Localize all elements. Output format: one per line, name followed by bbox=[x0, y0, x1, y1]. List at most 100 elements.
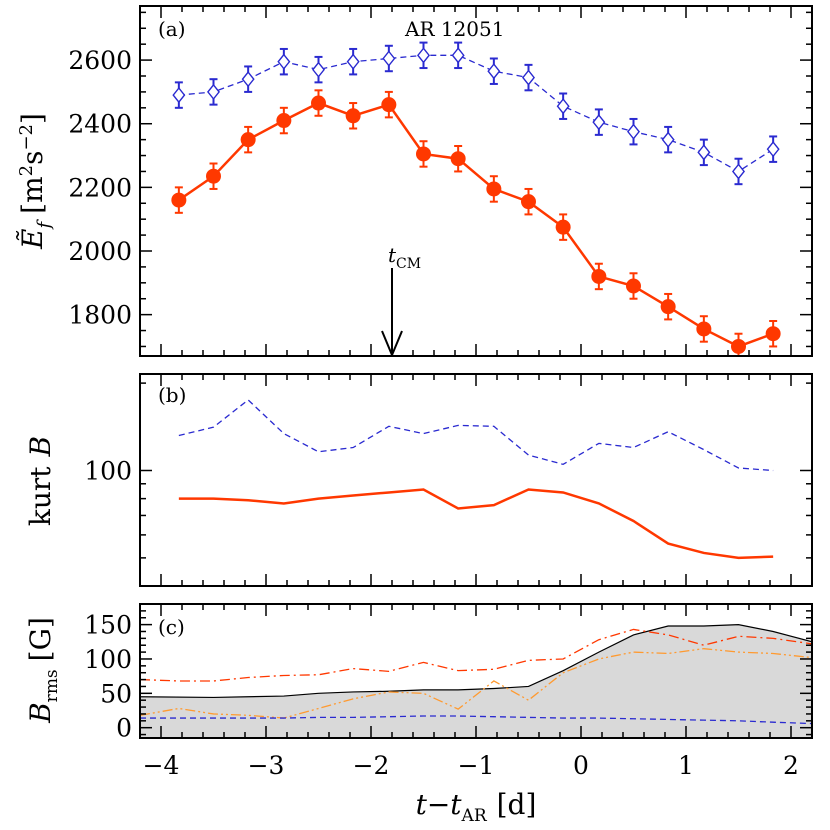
data-point bbox=[277, 53, 291, 70]
panel-c-ylabel: Brms [G] bbox=[24, 617, 62, 724]
panel-c-plot-area bbox=[140, 624, 812, 738]
series-line-1 bbox=[178, 101, 774, 348]
data-point bbox=[172, 86, 186, 104]
panel-a-frame bbox=[139, 5, 813, 357]
y-tick-label: 0 bbox=[116, 714, 132, 743]
x-axis-label-units: [d] bbox=[497, 788, 537, 821]
y-tick-label: 2000 bbox=[68, 237, 132, 266]
panel-b-series bbox=[178, 399, 774, 560]
y-tick-label: 100 bbox=[84, 456, 132, 485]
y-tick-label: 100 bbox=[84, 645, 132, 674]
series-line-1 bbox=[140, 628, 812, 682]
data-point bbox=[765, 326, 781, 342]
data-point bbox=[556, 98, 570, 115]
data-point bbox=[416, 146, 431, 162]
panel-b-ylabel-var: B bbox=[24, 436, 57, 458]
data-point bbox=[522, 69, 535, 86]
data-point bbox=[627, 123, 640, 140]
panel-b-ylabel-main: kurt bbox=[24, 466, 57, 526]
data-point bbox=[312, 61, 325, 78]
series-area-fill bbox=[140, 624, 812, 738]
series-line-1 bbox=[178, 488, 774, 560]
data-point bbox=[486, 181, 502, 197]
panel-c-ticks: 0 50 100 150 −4 −3 −2 −1 0 1 2 bbox=[84, 603, 813, 780]
panel-c-ylabel-sub: rms bbox=[42, 669, 62, 702]
panel-a-ylabel-mid: s bbox=[16, 151, 49, 165]
data-point bbox=[276, 113, 292, 129]
x-axis-label: t−tAR [d] bbox=[416, 788, 537, 826]
panel-a-ticks: 1800 2000 2200 2400 2600 bbox=[68, 6, 813, 356]
y-tick-label: 2600 bbox=[68, 46, 132, 75]
x-tick-label: −1 bbox=[458, 751, 495, 780]
data-point bbox=[381, 97, 397, 113]
x-axis-label-main: t−t bbox=[416, 788, 463, 821]
panel-c: 0 50 100 150 −4 −3 −2 −1 0 1 2 (c) Brms [G] t−tAR [d… bbox=[24, 603, 813, 826]
panel-a: 1800 2000 2200 2400 2600 (a) AR 12051 tCM Ẽf… bbox=[16, 5, 813, 357]
data-point bbox=[591, 268, 607, 284]
data-point bbox=[241, 71, 255, 88]
panel-c-tag: (c) bbox=[158, 615, 185, 639]
panel-b-plot-area bbox=[178, 399, 774, 560]
data-point bbox=[732, 163, 745, 180]
panel-b: 100 (b) kurt B bbox=[24, 373, 813, 587]
data-point bbox=[661, 131, 675, 148]
data-point bbox=[345, 108, 361, 124]
data-point bbox=[417, 47, 430, 64]
panel-c-ylabel-units: [G] bbox=[24, 617, 57, 661]
panel-a-ylabel-sup1: 2 bbox=[16, 165, 37, 176]
x-tick-label: 1 bbox=[678, 751, 694, 780]
panel-b-ylabel: kurt B bbox=[24, 436, 57, 526]
cm-marker-arrow bbox=[381, 268, 403, 356]
panel-b-ticks: 100 bbox=[84, 374, 813, 587]
y-tick-label: 2400 bbox=[68, 110, 132, 139]
data-point bbox=[346, 53, 360, 70]
data-point bbox=[696, 321, 712, 337]
data-point bbox=[171, 192, 187, 208]
panel-c-ylabel-var: B bbox=[24, 702, 57, 724]
series-area-edge bbox=[140, 624, 812, 699]
data-point bbox=[207, 83, 220, 101]
data-point bbox=[311, 95, 326, 111]
data-point bbox=[592, 114, 606, 131]
panel-a-plot-area bbox=[171, 41, 781, 356]
panel-a-series bbox=[171, 41, 781, 356]
x-tick-label: −2 bbox=[353, 751, 390, 780]
panel-a-ylabel-sup2: −2 bbox=[16, 124, 37, 151]
y-tick-label: 150 bbox=[84, 611, 132, 640]
data-point bbox=[206, 168, 221, 184]
panel-b-tag: (b) bbox=[158, 383, 186, 407]
panel-c-series bbox=[140, 624, 812, 738]
series-line-2 bbox=[140, 648, 812, 719]
cm-marker-label-main: t bbox=[388, 243, 397, 267]
y-tick-label: 2200 bbox=[68, 173, 132, 202]
panel-a-tag: (a) bbox=[158, 17, 186, 41]
x-tick-label: 2 bbox=[783, 751, 799, 780]
panel-a-ylabel-units: [m bbox=[16, 176, 49, 213]
data-point bbox=[626, 278, 641, 294]
cm-marker-label: tCM bbox=[388, 243, 421, 272]
data-point bbox=[521, 194, 536, 210]
panel-a-ylabel-end: ] bbox=[16, 113, 49, 124]
data-point bbox=[660, 299, 676, 315]
data-point bbox=[450, 151, 466, 167]
panel-a-ylabel-var: Ẽ bbox=[16, 229, 49, 250]
panel-a-ylabel: Ẽf [m2s−2] bbox=[16, 113, 55, 250]
panel-a-annotation: AR 12051 bbox=[404, 17, 504, 41]
series-line-3 bbox=[140, 715, 812, 725]
data-point bbox=[555, 219, 571, 235]
y-tick-label: 1800 bbox=[68, 301, 132, 330]
data-point bbox=[382, 50, 396, 67]
data-point bbox=[451, 47, 465, 64]
x-tick-label: −3 bbox=[248, 751, 285, 780]
x-axis-label-sub: AR bbox=[461, 806, 488, 826]
series-line-0 bbox=[178, 54, 774, 173]
x-tick-label: 0 bbox=[573, 751, 589, 780]
data-point bbox=[240, 132, 256, 148]
data-point bbox=[697, 144, 711, 161]
panel-a-ylabel-sub: f bbox=[34, 219, 55, 231]
series-line-0 bbox=[178, 399, 774, 472]
y-tick-label: 50 bbox=[100, 679, 132, 708]
data-point bbox=[766, 141, 780, 158]
cm-marker-label-sub: CM bbox=[396, 256, 421, 272]
